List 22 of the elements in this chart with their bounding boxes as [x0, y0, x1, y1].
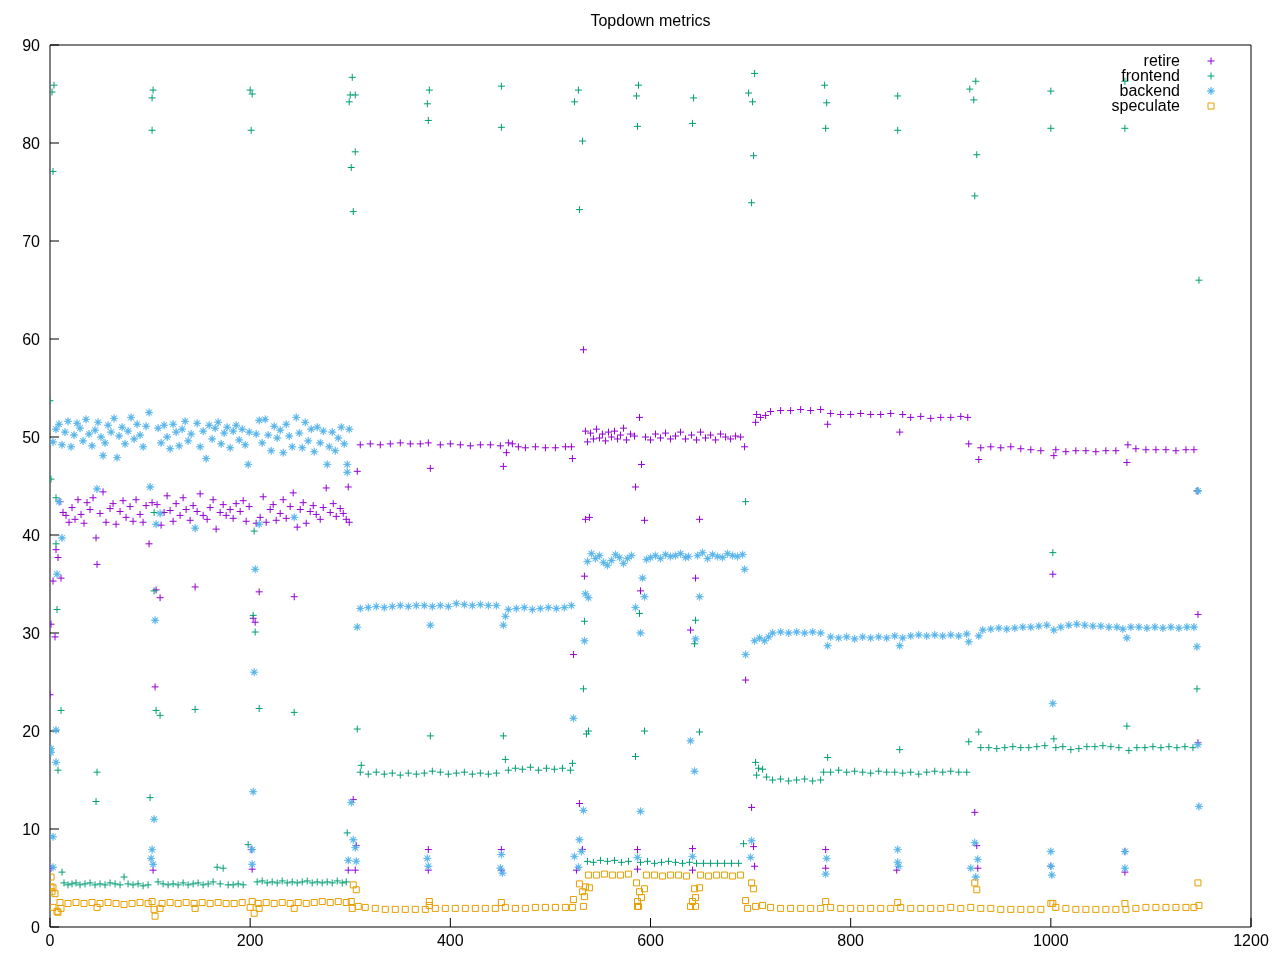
y-tick-label: 90	[22, 36, 41, 54]
x-tick-label: 200	[236, 932, 264, 950]
legend-label: retire	[1143, 52, 1180, 69]
x-tick-label: 400	[436, 932, 464, 950]
y-tick-label: 20	[22, 722, 41, 740]
x-tick-label: 1200	[1233, 932, 1269, 950]
y-tick-label: 0	[31, 918, 41, 936]
y-tick-label: 70	[22, 232, 41, 250]
y-tick-label: 30	[22, 624, 41, 642]
x-tick-label: 0	[45, 932, 55, 950]
y-tick-label: 50	[22, 428, 41, 446]
x-tick-label: 1000	[1033, 932, 1069, 950]
y-tick-label: 40	[22, 526, 41, 544]
legend-label: backend	[1119, 82, 1180, 99]
legend-label: frontend	[1121, 67, 1180, 84]
x-tick-label: 800	[837, 932, 865, 950]
legend-label: speculate	[1111, 97, 1180, 114]
y-tick-label: 80	[22, 134, 41, 152]
y-tick-label: 60	[22, 330, 41, 348]
chart-title: Topdown metrics	[589, 12, 712, 30]
x-tick-label: 600	[637, 932, 664, 950]
y-tick-label: 10	[22, 820, 41, 838]
